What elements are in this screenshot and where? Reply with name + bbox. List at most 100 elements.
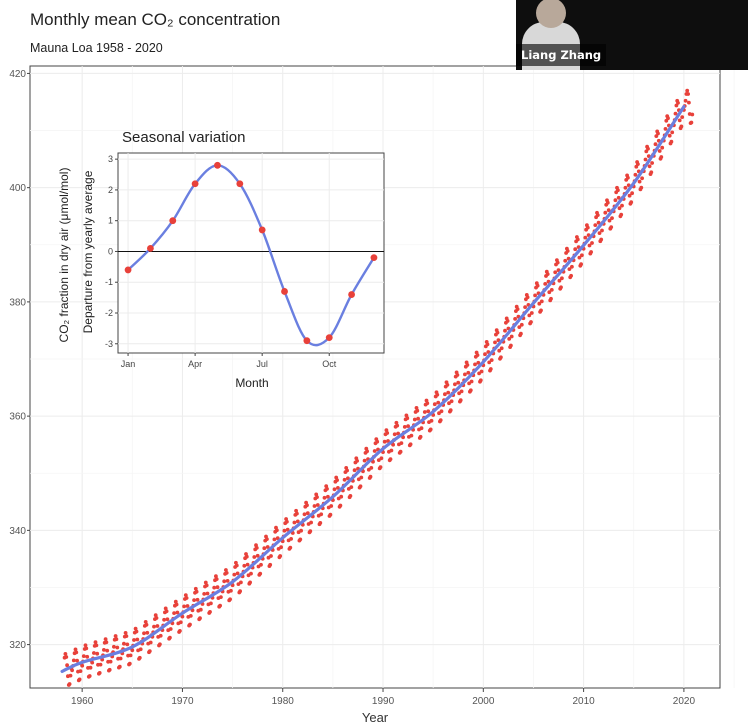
monthly-point — [184, 596, 189, 600]
seasonal-point — [191, 180, 199, 188]
monthly-point — [488, 367, 493, 371]
monthly-point — [553, 270, 558, 275]
monthly-point — [130, 648, 135, 653]
monthly-point — [269, 554, 273, 558]
monthly-point — [188, 614, 193, 618]
monthly-point — [349, 485, 354, 489]
inset-y-tick-label: 0 — [108, 246, 113, 256]
monthly-point — [279, 545, 283, 550]
monthly-point — [125, 642, 130, 647]
monthly-point — [401, 435, 405, 440]
monthly-point — [165, 617, 170, 622]
monthly-point — [244, 554, 249, 559]
monthly-point — [248, 580, 253, 585]
monthly-point — [495, 330, 500, 335]
inset-y-ticks: -3 -2 -1 0 1 2 3 — [105, 154, 118, 349]
monthly-point — [468, 388, 473, 393]
monthly-point — [87, 674, 92, 678]
monthly-point — [229, 588, 233, 593]
monthly-point — [138, 647, 143, 652]
monthly-point — [84, 646, 89, 651]
monthly-point — [660, 145, 665, 150]
monthly-point — [616, 195, 621, 200]
monthly-point — [585, 225, 590, 230]
seasonal-point — [370, 254, 378, 262]
monthly-point — [115, 645, 120, 650]
monthly-point — [234, 563, 239, 568]
monthly-point — [455, 373, 460, 377]
monthly-point — [365, 449, 369, 454]
monthly-point — [355, 459, 359, 463]
monthly-point — [533, 293, 537, 298]
monthly-point — [332, 487, 337, 492]
seasonal-inset: Seasonal variation Jan Apr Jul Oct -3 -2 -1 0 1… — [81, 129, 385, 390]
monthly-point — [392, 432, 397, 437]
monthly-point — [143, 620, 148, 624]
monthly-point — [348, 494, 353, 498]
monthly-point — [259, 562, 263, 567]
y-axis-ticks: 320 340 360 380 400 420 — [9, 69, 30, 651]
monthly-point — [659, 155, 664, 159]
monthly-point — [499, 346, 504, 351]
seasonal-point — [303, 337, 311, 345]
monthly-point — [643, 157, 648, 162]
x-tick-label: 1980 — [272, 696, 295, 707]
monthly-point — [302, 512, 307, 517]
monthly-point — [623, 185, 628, 190]
x-axis-ticks: 1960 1970 1980 1990 2000 2010 2020 — [71, 688, 695, 707]
monthly-point — [147, 649, 152, 653]
monthly-point — [105, 648, 110, 653]
inset-x-ticks: Jan Apr Jul Oct — [121, 353, 337, 369]
monthly-point — [560, 276, 564, 281]
monthly-point — [318, 521, 323, 525]
monthly-point — [379, 456, 384, 461]
monthly-point — [378, 465, 383, 469]
monthly-point — [178, 620, 183, 625]
monthly-point — [657, 149, 662, 153]
x-axis-title: Year — [362, 710, 389, 725]
monthly-point — [398, 449, 403, 454]
x-tick-label: 1970 — [171, 696, 194, 707]
monthly-point — [650, 161, 654, 165]
monthly-point — [656, 131, 660, 136]
monthly-point — [497, 348, 502, 353]
monthly-point — [438, 418, 443, 422]
monthly-point — [292, 520, 297, 525]
monthly-point — [529, 320, 533, 324]
monthly-point — [73, 647, 78, 652]
monthly-point — [453, 382, 457, 387]
seasonal-points — [124, 161, 378, 345]
monthly-point — [567, 267, 572, 271]
monthly-point — [218, 603, 223, 608]
monthly-point — [466, 370, 471, 375]
monthly-point — [98, 662, 103, 667]
inset-x-axis-title: Month — [235, 376, 268, 390]
seasonal-point — [169, 217, 177, 225]
y-tick-label: 320 — [9, 640, 26, 651]
monthly-point — [228, 597, 233, 602]
monthly-point — [537, 301, 542, 306]
monthly-point — [104, 640, 109, 645]
monthly-point — [600, 228, 604, 233]
monthly-point — [133, 626, 138, 631]
monthly-point — [108, 659, 113, 664]
monthly-point — [70, 668, 74, 673]
monthly-point — [339, 494, 344, 499]
monthly-point — [456, 380, 461, 385]
monthly-point — [74, 650, 79, 655]
monthly-point — [517, 325, 522, 329]
monthly-point — [647, 164, 652, 169]
seasonal-point — [214, 161, 221, 169]
monthly-point — [447, 401, 451, 406]
monthly-point — [425, 401, 430, 406]
monthly-point — [338, 503, 343, 508]
monthly-point — [405, 416, 410, 421]
monthly-point — [463, 372, 467, 377]
monthly-point — [630, 191, 634, 196]
seasonal-point — [348, 291, 355, 298]
monthly-point — [172, 611, 177, 615]
monthly-point — [67, 682, 72, 686]
monthly-point — [422, 410, 427, 414]
monthly-point — [275, 536, 280, 541]
monthly-point — [389, 448, 394, 453]
